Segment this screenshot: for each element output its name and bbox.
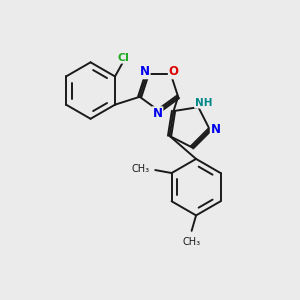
Text: N: N (152, 107, 162, 120)
Text: CH₃: CH₃ (182, 237, 201, 247)
Text: NH: NH (195, 98, 212, 108)
Text: O: O (169, 65, 179, 78)
Text: N: N (211, 123, 221, 136)
Text: Cl: Cl (117, 53, 129, 63)
Text: N: N (140, 65, 150, 78)
Text: CH₃: CH₃ (132, 164, 150, 175)
